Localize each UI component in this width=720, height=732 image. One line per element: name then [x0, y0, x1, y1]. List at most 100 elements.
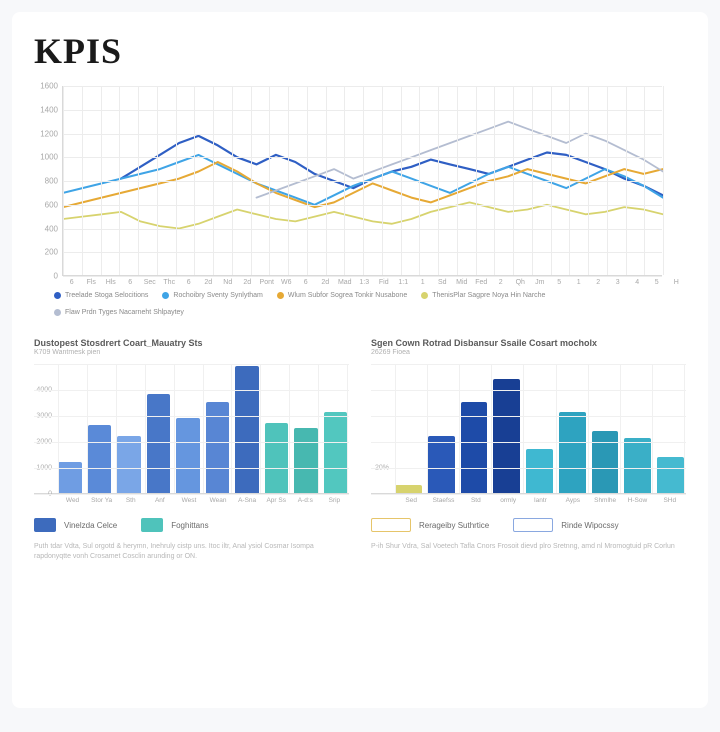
x-tick-label: 2d — [316, 279, 336, 286]
line-chart-legend: Treelade Stoga Selocitions Rochoibry Sven… — [54, 292, 686, 316]
x-tick-label: H — [667, 279, 687, 286]
y-tick-label: 1000 — [40, 153, 58, 162]
bar — [235, 366, 259, 493]
legend-item: Rochoibry Sventy Synlytham — [162, 292, 262, 299]
x-tick-label: Fls — [82, 279, 102, 286]
bar-left-subtitle: K709 Wantmesk pien — [34, 349, 349, 356]
x-tick-label: 6 — [179, 279, 199, 286]
x-tick-label: 1 — [413, 279, 433, 286]
legend-swatch — [513, 518, 553, 532]
legend-label: Rinde Wipocssy — [561, 521, 618, 530]
x-tick-label: 2d — [238, 279, 258, 286]
x-tick-label: Hls — [101, 279, 121, 286]
x-tick-label: 1:1 — [394, 279, 414, 286]
x-tick-label: 5 — [647, 279, 667, 286]
legend-item: Rerageiby Suthrtice — [371, 518, 489, 532]
x-tick-label: West — [174, 497, 203, 504]
legend-label: Wlum Subfor Sogrea Tonkir Nusabone — [288, 292, 407, 299]
x-tick-label: ormly — [492, 497, 524, 504]
bar-left-plot: 01000200030004000 — [34, 364, 349, 494]
legend-swatch — [54, 309, 61, 316]
x-tick-label: Jm — [530, 279, 550, 286]
x-tick-label: Fid — [374, 279, 394, 286]
bar — [294, 428, 318, 493]
bar — [493, 379, 520, 493]
legend-item: ThenisPlar Sagpre Noya Hin Narche — [421, 292, 545, 299]
x-tick-label: 2 — [491, 279, 511, 286]
bar-left-y-axis: 01000200030004000 — [34, 364, 54, 493]
x-tick-label: W6 — [277, 279, 297, 286]
legend-item: Treelade Stoga Selocitions — [54, 292, 148, 299]
bar — [117, 436, 141, 493]
bar — [58, 462, 82, 493]
legend-item: Wlum Subfor Sogrea Tonkir Nusabone — [277, 292, 407, 299]
bar — [147, 394, 171, 493]
x-tick-label: Srip — [320, 497, 349, 504]
bar — [265, 423, 289, 493]
x-tick-label: 4 — [628, 279, 648, 286]
y-tick-label: 1400 — [40, 105, 58, 114]
bar — [324, 412, 348, 493]
y-tick-label: 400 — [45, 224, 58, 233]
legend-label: ThenisPlar Sagpre Noya Hin Narche — [432, 292, 545, 299]
legend-item: Vinelzda Celce — [34, 518, 117, 532]
y-tick-label: 800 — [45, 177, 58, 186]
bar — [624, 438, 651, 493]
legend-label: Rochoibry Sventy Synlytham — [173, 292, 262, 299]
x-tick-label: Apr Ss — [262, 497, 291, 504]
x-tick-label: lantr — [524, 497, 556, 504]
bar-right-title: Sgen Cown Rotrad Disbansur Ssaile Cosart… — [371, 338, 686, 348]
x-tick-label: Qh — [511, 279, 531, 286]
x-tick-label: Nd — [218, 279, 238, 286]
x-tick-label: 2 — [589, 279, 609, 286]
bar-right-legend: Rerageiby Suthrtice Rinde Wipocssy — [371, 518, 686, 532]
bar — [559, 412, 586, 493]
bar-left-x-axis: WedStor YaSthAnfWestWeanA-SnaApr SsA-d:s… — [58, 497, 349, 504]
x-tick-label: Sth — [116, 497, 145, 504]
x-tick-label: Anf — [145, 497, 174, 504]
bar-left-footnote: Puth tdar Vdta, Sul orgotd & herymn, Ine… — [34, 542, 349, 562]
x-tick-label: Thc — [160, 279, 180, 286]
bar-chart-right: Sgen Cown Rotrad Disbansur Ssaile Cosart… — [371, 338, 686, 562]
x-tick-label: 2d — [199, 279, 219, 286]
x-tick-label: Mad — [335, 279, 355, 286]
y-tick-label: 1200 — [40, 129, 58, 138]
page-title: KPIS — [34, 30, 686, 72]
x-tick-label: Ayps — [557, 497, 589, 504]
x-tick-label: Mid — [452, 279, 472, 286]
x-tick-label: Std — [460, 497, 492, 504]
legend-swatch — [162, 292, 169, 299]
legend-label: Vinelzda Celce — [64, 521, 117, 530]
legend-swatch — [371, 518, 411, 532]
x-tick-label: SHd — [654, 497, 686, 504]
bar-left-title: Dustopest Stosdrert Coart_Mauatry Sts — [34, 338, 349, 348]
bar-right-footnote: P-ih Shur Vdra, Sal Voetech Tafla Cnors … — [371, 542, 686, 552]
bar — [176, 418, 200, 493]
legend-swatch — [421, 292, 428, 299]
x-tick-label: Fed — [472, 279, 492, 286]
x-tick-label: 3 — [608, 279, 628, 286]
x-tick-label: Sec — [140, 279, 160, 286]
x-tick-label: Wed — [58, 497, 87, 504]
x-tick-label: 5 — [550, 279, 570, 286]
bar — [592, 431, 619, 493]
bar — [428, 436, 455, 493]
legend-label: Flaw Prdn Tyges Nacarneht Shlpaytey — [65, 309, 184, 316]
line-chart: 02004006008001000120014001600 — [34, 86, 686, 276]
legend-label: Rerageiby Suthrtice — [419, 521, 489, 530]
x-tick-label: A-Sna — [233, 497, 262, 504]
x-tick-label: Sed — [395, 497, 427, 504]
legend-item: Flaw Prdn Tyges Nacarneht Shlpaytey — [54, 309, 184, 316]
bar — [526, 449, 553, 493]
x-tick-label: 6 — [121, 279, 141, 286]
x-tick-label: Stor Ya — [87, 497, 116, 504]
line-series-a — [121, 136, 663, 195]
x-tick-label: 1:3 — [355, 279, 375, 286]
bar — [395, 485, 422, 493]
bar — [657, 457, 684, 493]
x-tick-label: 6 — [296, 279, 316, 286]
bar-right-plot: 20% — [371, 364, 686, 494]
y-tick-label: 1600 — [40, 82, 58, 91]
x-tick-label: Wean — [203, 497, 232, 504]
bar-right-bars — [395, 364, 684, 493]
